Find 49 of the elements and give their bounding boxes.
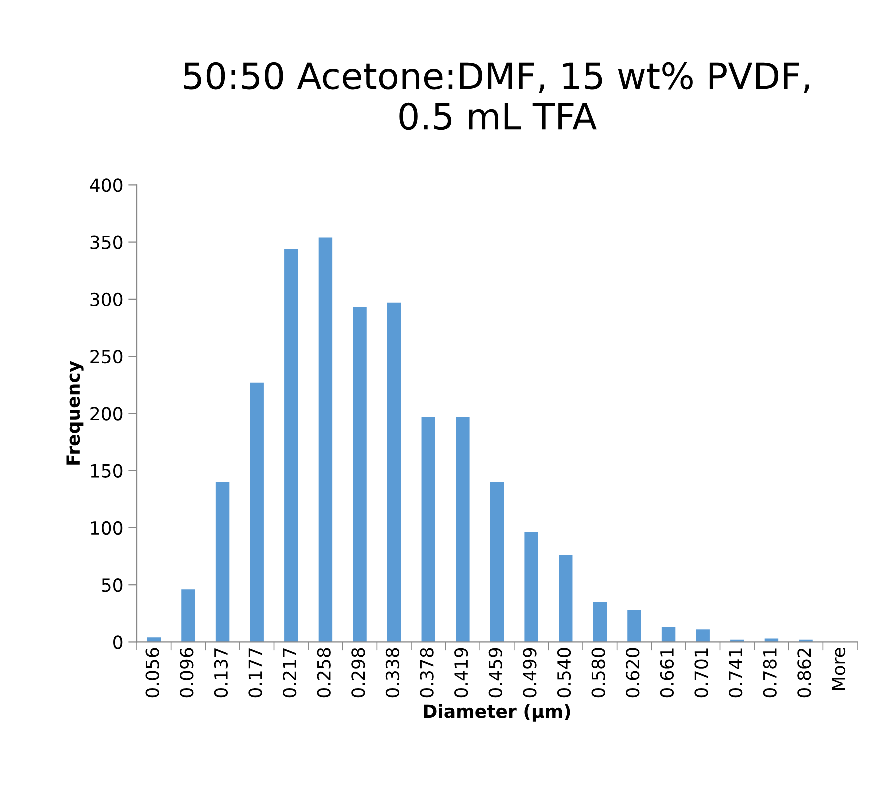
x-tick-label: 0.661 [660, 648, 674, 698]
x-tick-label: 0.862 [798, 648, 812, 698]
x-axis-title: Diameter (µm) [424, 704, 570, 722]
x-tick-label: 0.258 [317, 648, 331, 698]
x-tick-label: 0.419 [454, 648, 468, 698]
bar [387, 302, 402, 642]
y-tick-label: 100 [91, 521, 123, 536]
x-tick-label: 0.781 [763, 648, 777, 698]
x-tick-label: 0.096 [180, 648, 194, 698]
x-tick-label: 0.741 [728, 648, 743, 698]
x-tick-label: 0.540 [557, 648, 572, 698]
y-tick-label: 300 [90, 292, 123, 307]
bar [182, 590, 196, 642]
x-tick-label: 0.056 [146, 648, 160, 698]
bar [696, 630, 710, 642]
x-tick-label: 0.378 [420, 648, 434, 698]
chart-title: 50:50 Acetone:DMF, 15 wt% PVDF, 0.5 mL TFA [184, 62, 810, 130]
x-tick-label: 0.338 [386, 648, 400, 698]
bar [284, 249, 298, 642]
x-tick-label: 0.620 [626, 648, 640, 698]
bar [593, 602, 608, 642]
bar [318, 238, 333, 642]
bar [662, 627, 676, 642]
x-tick-label: 0.499 [523, 648, 537, 698]
x-tick-label: 0.217 [282, 648, 297, 698]
y-tick-label: 50 [102, 578, 123, 592]
bar [250, 382, 264, 642]
bar [422, 417, 436, 642]
x-tick-label: 0.459 [488, 648, 502, 698]
y-tick-label: 150 [91, 464, 123, 478]
y-tick-label: 0 [114, 636, 123, 650]
y-axis-title: Frequency [66, 361, 84, 465]
x-tick-label: 0.137 [214, 648, 228, 698]
x-tick-label: 0.298 [352, 648, 366, 698]
x-tick-label: 0.580 [592, 648, 606, 698]
x-tick-label: 0.701 [694, 648, 708, 698]
y-tick-label: 200 [90, 407, 123, 421]
bar [216, 482, 230, 642]
bar [490, 482, 504, 642]
bar [628, 610, 642, 642]
x-tick-label: More [832, 648, 846, 690]
x-tick-label: 0.177 [248, 648, 262, 698]
bar [559, 555, 573, 642]
bar [456, 417, 470, 642]
y-tick-label: 250 [90, 350, 123, 364]
bar [353, 307, 367, 642]
bar [524, 532, 538, 642]
y-tick-label: 350 [90, 236, 123, 250]
y-tick-label: 400 [90, 178, 123, 192]
